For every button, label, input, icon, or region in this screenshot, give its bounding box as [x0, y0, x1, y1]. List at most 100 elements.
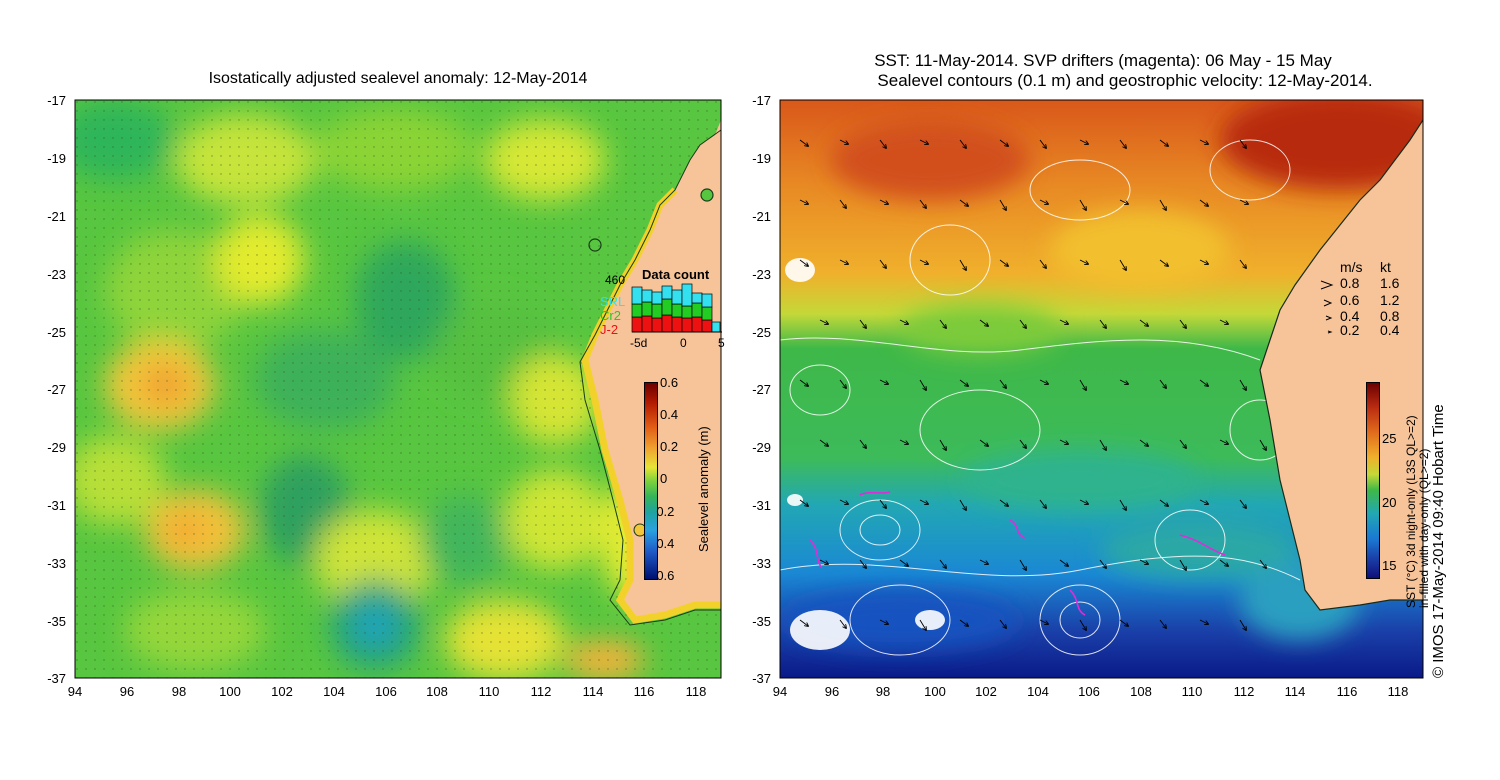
right-x-tick: 102	[975, 684, 997, 699]
speed-legend-ms: 0.2	[1340, 322, 1360, 336]
velocity-arrows	[799, 139, 1266, 630]
sst-colorbar-ticks: 25 20 15	[1382, 431, 1396, 573]
sealevel-contours	[780, 139, 1301, 656]
speed-legend-ms: 0.4	[1340, 308, 1360, 324]
left-x-tick: 94	[68, 684, 82, 699]
data-count-total: 460	[605, 273, 625, 287]
speed-arrow-icon	[1323, 299, 1333, 307]
sealevel-colorbar-tick: 0.6	[660, 375, 678, 390]
right-x-tick: 118	[1388, 684, 1409, 699]
australia-land-sst	[1260, 100, 1423, 678]
sealevel-colorbar-label: Sealevel anomaly (m)	[696, 426, 711, 552]
left-y-tick: -35	[47, 614, 66, 629]
data-count-source-cr2: Cr2	[600, 308, 621, 323]
sst-colorbar-label-line1: SST (°C) 3d night-only (L3S QL>=2)	[1404, 415, 1418, 608]
right-x-tick: 108	[1130, 684, 1152, 699]
speed-legend: m/s kt 0.8 1.6 0.6 1.2 0.4 0.8 0.2 0.4	[1320, 259, 1400, 336]
left-map-title: Isostatically adjusted sealevel anomaly:…	[208, 70, 588, 87]
right-x-tick: 116	[1337, 684, 1358, 699]
sealevel-colorbar-tick: 0.4	[660, 407, 678, 422]
sealevel-colorbar-tick: -0.6	[656, 568, 674, 583]
left-y-tick: -29	[47, 440, 66, 455]
left-x-tick: 104	[323, 684, 345, 699]
sealevel-anomaly-map[interactable]	[75, 100, 721, 678]
speed-legend-kt: 1.6	[1380, 275, 1400, 291]
left-x-tick: 110	[479, 684, 500, 699]
right-y-tick: -19	[752, 151, 771, 166]
sst-colorbar-tick: 25	[1382, 431, 1396, 446]
drifter-tracks	[809, 491, 1226, 616]
right-map-title-line2: Sealevel contours (0.1 m) and geostrophi…	[877, 71, 1373, 90]
left-x-tick: 102	[271, 684, 293, 699]
speed-legend-kt: 0.4	[1380, 322, 1400, 336]
sst-colorbar-tick: 20	[1382, 495, 1396, 510]
left-y-tick: -21	[47, 209, 66, 224]
right-axes: -17 -19 -21 -23 -25 -27 -29 -31 -33 -35 …	[752, 93, 1424, 699]
left-x-tick: 116	[634, 684, 655, 699]
left-x-tick: 106	[375, 684, 397, 699]
sst-colorbar	[1366, 382, 1380, 579]
left-y-tick: -17	[47, 93, 66, 108]
left-y-tick: -27	[47, 382, 66, 397]
data-count-title: Data count	[642, 267, 710, 282]
speed-legend-header-kt: kt	[1380, 259, 1391, 275]
right-x-tick: 98	[876, 684, 890, 699]
sealevel-colorbar-ticks: 0.6 0.4 0.2 0 -0.2 -0.4 -0.6	[656, 375, 678, 583]
data-count-bars	[631, 283, 721, 333]
left-y-tick-labels: -17 -19 -21 -23 -25 -27 -29 -31 -33 -35 …	[47, 93, 66, 686]
left-x-tick: 100	[219, 684, 241, 699]
sealevel-colorbar-tick: -0.2	[656, 504, 674, 519]
left-y-tick: -25	[47, 325, 66, 340]
right-x-tick: 94	[773, 684, 787, 699]
left-y-tick: -19	[47, 151, 66, 166]
right-y-tick: -27	[752, 382, 771, 397]
sealevel-colorbar-tick: 0.2	[660, 439, 678, 454]
left-x-tick: 96	[120, 684, 134, 699]
right-x-tick: 106	[1078, 684, 1100, 699]
speed-legend-ms: 0.8	[1340, 275, 1360, 291]
left-axes: -17 -19 -21 -23 -25 -27 -29 -31 -33 -35 …	[47, 93, 722, 699]
sst-colorbar-label-line2: in-filled with day-only (QL>=2)	[1417, 448, 1431, 608]
sst-field	[780, 100, 1423, 678]
left-x-tick-labels: 94 96 98 100 102 104 106 108 110 112 114…	[68, 684, 707, 699]
speed-legend-header-ms: m/s	[1340, 259, 1363, 275]
right-x-tick: 100	[924, 684, 946, 699]
speed-arrow-icon	[1320, 280, 1334, 290]
right-y-tick: -25	[752, 325, 771, 340]
sst-map[interactable]	[780, 100, 1423, 678]
right-y-tick: -35	[752, 614, 771, 629]
left-x-tick: 98	[172, 684, 186, 699]
left-x-tick: 108	[426, 684, 448, 699]
speed-legend-kt: 1.2	[1380, 292, 1400, 308]
data-count-axis-tick: 0	[680, 336, 687, 350]
left-y-tick: -37	[47, 671, 66, 686]
sealevel-colorbar	[644, 382, 658, 580]
sealevel-anomaly-field	[75, 100, 721, 678]
coastline	[579, 129, 721, 626]
sealevel-colorbar-tick: 0	[660, 471, 667, 486]
left-y-tick: -31	[47, 498, 66, 513]
data-count-axis-tick: -5d	[630, 336, 647, 350]
left-x-tick: 118	[686, 684, 707, 699]
right-x-tick-labels: 94 96 98 100 102 104 106 108 110 112 114…	[773, 684, 1409, 699]
speed-legend-kt: 0.8	[1380, 308, 1400, 324]
imos-credit: © IMOS 17-May-2014 09:40 Hobart Time	[1430, 404, 1447, 678]
speed-arrow-icon	[1327, 330, 1333, 334]
data-count-source-srl: SRL	[600, 294, 625, 309]
coastline-sst	[1259, 119, 1423, 611]
right-y-tick: -33	[752, 556, 771, 571]
right-map-title-line1: SST: 11-May-2014. SVP drifters (magenta)…	[874, 51, 1332, 70]
sealevel-colorbar-tick: -0.4	[656, 536, 674, 551]
right-x-tick: 114	[1285, 684, 1306, 699]
data-count-inset: 460 Data count SRL Cr2 J-2 -5d 0 5	[600, 267, 725, 350]
right-x-tick: 112	[1234, 684, 1255, 699]
data-count-source-j2: J-2	[600, 322, 618, 337]
left-y-tick: -33	[47, 556, 66, 571]
right-y-tick: -29	[752, 440, 771, 455]
right-y-tick-labels: -17 -19 -21 -23 -25 -27 -29 -31 -33 -35 …	[752, 93, 771, 686]
left-x-tick: 114	[583, 684, 604, 699]
right-y-tick: -21	[752, 209, 771, 224]
speed-legend-ms: 0.6	[1340, 292, 1360, 308]
right-x-tick: 96	[825, 684, 839, 699]
left-x-tick: 112	[531, 684, 552, 699]
